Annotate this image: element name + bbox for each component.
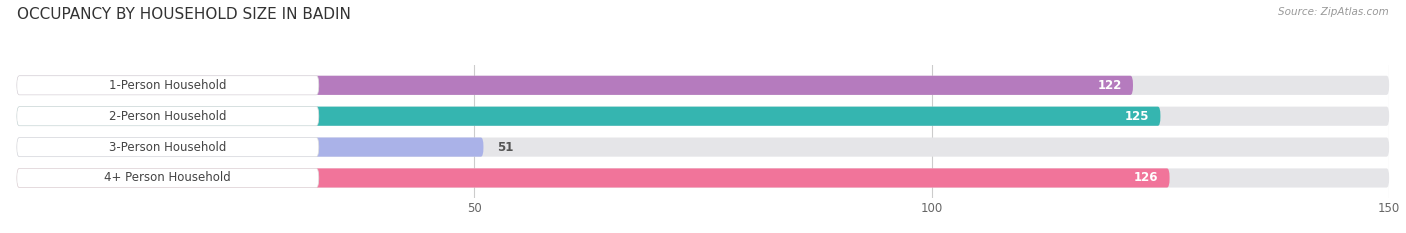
Text: 2-Person Household: 2-Person Household — [110, 110, 226, 123]
FancyBboxPatch shape — [17, 168, 319, 188]
Text: Source: ZipAtlas.com: Source: ZipAtlas.com — [1278, 7, 1389, 17]
FancyBboxPatch shape — [17, 137, 484, 157]
FancyBboxPatch shape — [17, 168, 1170, 188]
FancyBboxPatch shape — [17, 76, 319, 95]
Text: OCCUPANCY BY HOUSEHOLD SIZE IN BADIN: OCCUPANCY BY HOUSEHOLD SIZE IN BADIN — [17, 7, 350, 22]
Text: 122: 122 — [1098, 79, 1122, 92]
FancyBboxPatch shape — [17, 137, 319, 157]
FancyBboxPatch shape — [17, 168, 1389, 188]
FancyBboxPatch shape — [17, 137, 1389, 157]
Text: 3-Person Household: 3-Person Household — [110, 140, 226, 154]
Text: 125: 125 — [1125, 110, 1150, 123]
FancyBboxPatch shape — [17, 107, 1160, 126]
FancyBboxPatch shape — [17, 107, 319, 126]
Text: 51: 51 — [498, 140, 513, 154]
Text: 1-Person Household: 1-Person Household — [110, 79, 226, 92]
FancyBboxPatch shape — [17, 107, 1389, 126]
Text: 126: 126 — [1135, 171, 1159, 185]
FancyBboxPatch shape — [17, 76, 1133, 95]
FancyBboxPatch shape — [17, 76, 1389, 95]
Text: 4+ Person Household: 4+ Person Household — [104, 171, 231, 185]
